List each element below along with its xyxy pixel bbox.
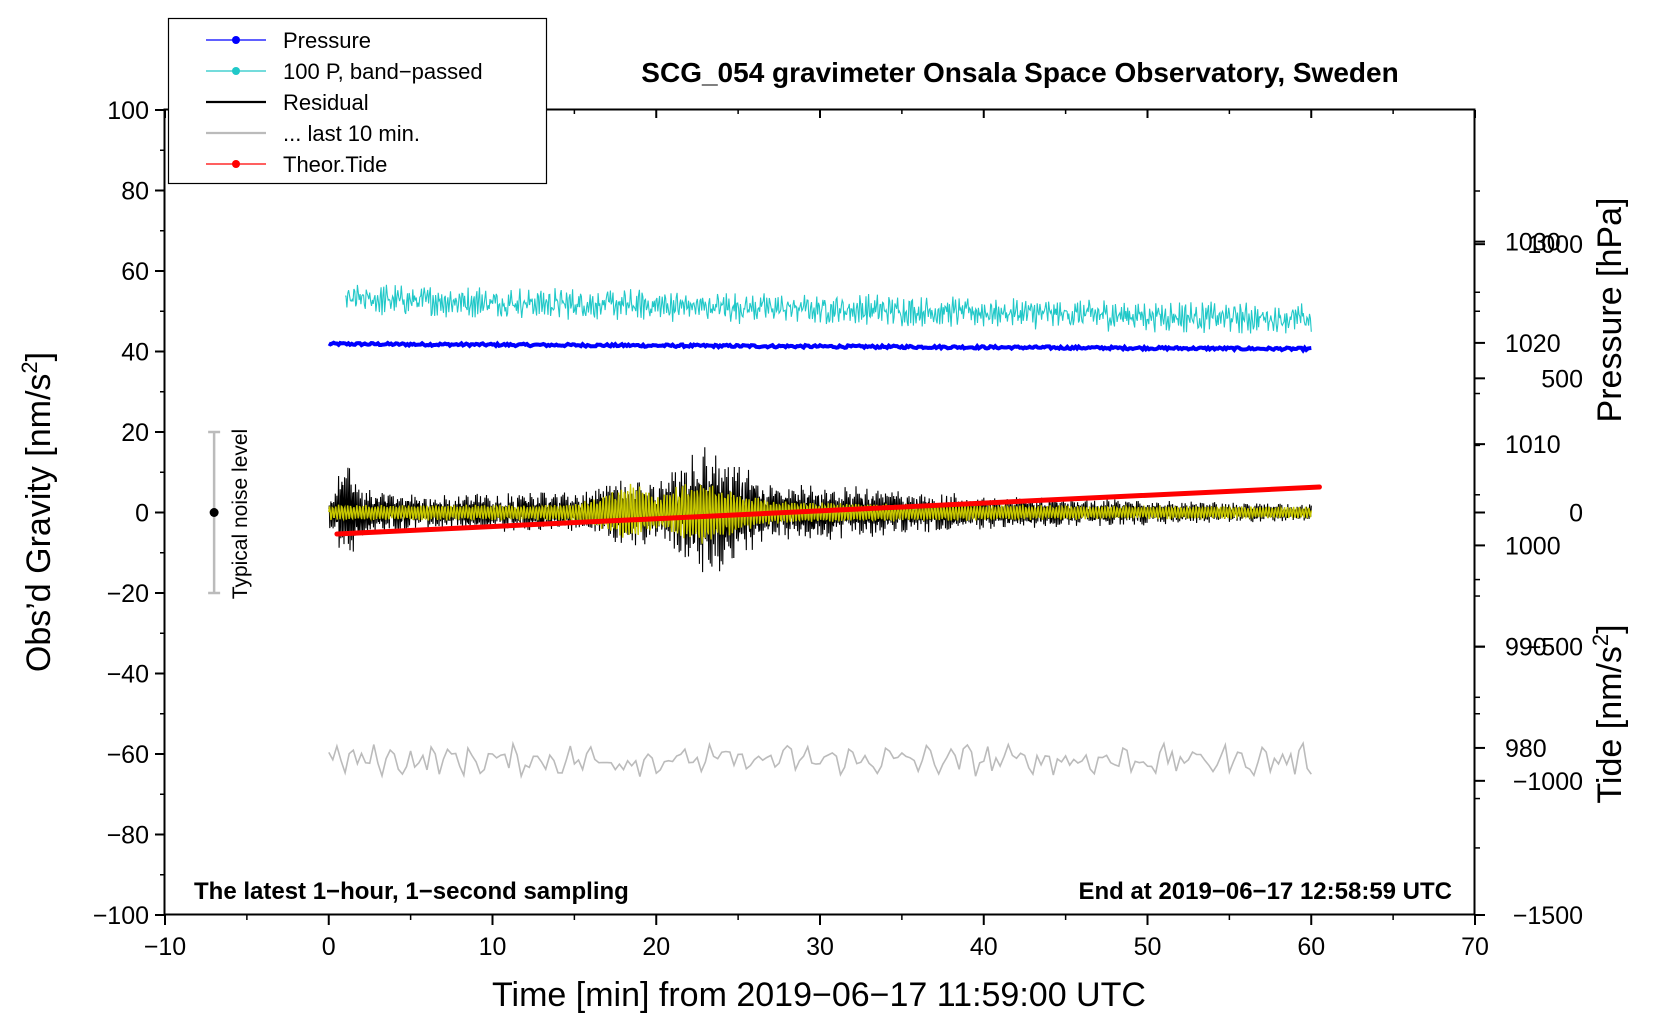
y-axis-pressure-title: Pressure [hPa] [1591, 198, 1629, 423]
y-tick-label: −80 [107, 822, 149, 850]
legend: Pressure 100 P, band−passed Residual ... la… [167, 17, 548, 185]
x-tick-label: −10 [144, 933, 186, 961]
legend-label: ... last 10 min. [283, 121, 420, 146]
tide-tick-label: 0 [1569, 500, 1583, 528]
y-tick-label: −60 [107, 741, 149, 769]
x-tick-label: 10 [479, 933, 507, 961]
typical-noise-bar [208, 430, 221, 595]
tide-axis: −1500 −1000 −500 0 500 1000 [1475, 231, 1583, 930]
pressure-tick-label: 1020 [1505, 330, 1561, 358]
y-tick-label: −40 [107, 661, 149, 689]
y-tick-label: −20 [107, 580, 149, 608]
annotation-left: The latest 1−hour, 1−second sampling [194, 878, 629, 905]
y-axis-tide-title: Tide [nm/s2] [1588, 624, 1629, 803]
pressure-tick-label: 1030 [1505, 229, 1561, 257]
tide-tick-label: 1000 [1527, 231, 1583, 259]
x-tick-label: 30 [806, 933, 834, 961]
y-tick-label: 40 [121, 339, 149, 367]
legend-label: Residual [283, 90, 369, 115]
x-tick-label: 0 [322, 933, 336, 961]
y-tick-label: 80 [121, 178, 149, 206]
pressure-tick-label: 990 [1505, 634, 1547, 662]
legend-label: 100 P, band−passed [283, 59, 483, 84]
x-tick-label: 50 [1134, 933, 1162, 961]
x-axis-title: Time [min] from 2019−06−17 11:59:00 UTC [492, 976, 1146, 1014]
pressure-tick-label: 1000 [1505, 532, 1561, 560]
tide-tick-label: −1000 [1513, 768, 1583, 796]
chart-title: SCG_054 gravimeter Onsala Space Observat… [641, 57, 1398, 88]
y-left-title-end: ] [20, 352, 58, 361]
legend-label: Theor.Tide [283, 152, 387, 177]
tide-title-sup: 2 [1588, 634, 1613, 646]
tide-title-end: ] [1591, 624, 1629, 633]
legend-marker [232, 67, 240, 75]
series-pressure-bandpassed [345, 284, 1312, 334]
x-tick-label: 70 [1461, 933, 1489, 961]
x-tick-label: 20 [642, 933, 670, 961]
y-left-title-main: Obs’d Gravity [nm/s [20, 374, 58, 673]
annotation-right: End at 2019−06−17 12:58:59 UTC [1078, 878, 1452, 905]
time-axis: −10 0 10 20 30 40 50 60 70 [144, 110, 1489, 961]
pressure-axis: 980 990 1000 1010 1020 1030 [1475, 190, 1561, 800]
pressure-tick-label: 980 [1505, 735, 1547, 763]
tide-title-main: Tide [nm/s [1591, 646, 1629, 803]
noise-label: Typical noise level [229, 429, 252, 599]
x-tick-label: 60 [1297, 933, 1325, 961]
y-tick-label: −100 [93, 902, 149, 930]
legend-marker [232, 36, 240, 44]
series-last-10-min [328, 740, 1312, 780]
pressure-tick-label: 1010 [1505, 431, 1561, 459]
y-tick-label: 60 [121, 258, 149, 286]
legend-label: Pressure [283, 28, 371, 53]
y-left-title-sup: 2 [17, 361, 42, 373]
x-tick-label: 40 [970, 933, 998, 961]
series-residual-smoothed [328, 483, 1312, 544]
y-tick-label: 100 [107, 97, 149, 125]
tide-tick-label: 500 [1541, 365, 1583, 393]
legend-marker [232, 160, 240, 168]
y-axis-left-title: Obs’d Gravity [nm/s2] [17, 352, 58, 672]
series-theor-tide [334, 484, 1322, 537]
gravity-axis: −100 −80 −60 −40 −20 0 20 40 60 80 100 [93, 97, 165, 930]
tide-tick-label: −1500 [1513, 902, 1583, 930]
series-pressure [327, 340, 1312, 354]
tide-tick-label: −500 [1527, 634, 1583, 662]
series-layer [327, 284, 1322, 780]
legend-box [167, 17, 548, 185]
y-tick-label: 0 [135, 500, 149, 528]
noise-bar-center [209, 508, 219, 517]
y-tick-label: 20 [121, 419, 149, 447]
